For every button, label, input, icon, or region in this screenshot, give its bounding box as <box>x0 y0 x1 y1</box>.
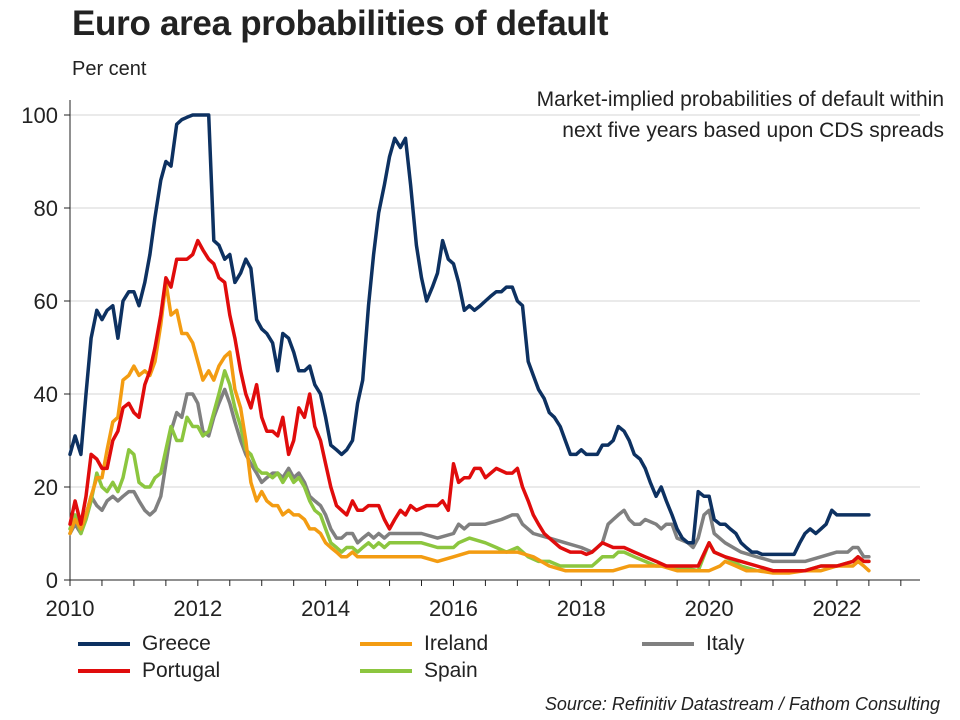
chart-title: Euro area probabilities of default <box>72 4 609 43</box>
y-tick-label-80: 80 <box>34 196 58 221</box>
legend-label-ireland: Ireland <box>424 632 489 655</box>
legend: Greece Ireland Italy Portugal Spain <box>0 632 960 692</box>
legend-label-spain: Spain <box>424 659 478 682</box>
legend-swatch-italy <box>642 642 694 646</box>
x-tick-label-2022: 2022 <box>812 596 861 621</box>
legend-item-greece: Greece <box>78 632 211 656</box>
x-tick-label-2018: 2018 <box>557 596 606 621</box>
legend-swatch-greece <box>78 642 130 646</box>
source-note: Source: Refinitiv Datastream / Fathom Co… <box>544 694 940 714</box>
chart-annotation: Market-implied probabilities of default … <box>536 88 944 142</box>
series-line-greece <box>68 113 871 557</box>
x-tick-label-2012: 2012 <box>173 596 222 621</box>
legend-swatch-ireland <box>360 642 412 646</box>
series-line-spain <box>68 369 871 573</box>
legend-item-italy: Italy <box>642 632 745 656</box>
y-tick-label-40: 40 <box>34 382 58 407</box>
series-line-ireland <box>68 280 871 575</box>
series-line-portugal <box>68 238 871 573</box>
legend-swatch-portugal <box>78 669 130 673</box>
legend-item-spain: Spain <box>360 659 478 683</box>
legend-item-ireland: Ireland <box>360 632 488 656</box>
y-tick-label-60: 60 <box>34 289 58 314</box>
legend-label-italy: Italy <box>706 632 745 655</box>
line-chart: 0 20 40 60 80 100 2010 2012 2014 2016 2018 2020 2022 <box>21 100 920 621</box>
unit-label: Per cent <box>72 58 147 80</box>
legend-swatch-spain <box>360 669 412 673</box>
x-tick-label-2020: 2020 <box>685 596 734 621</box>
legend-item-portugal: Portugal <box>78 659 220 683</box>
legend-label-portugal: Portugal <box>142 659 221 682</box>
legend-label-greece: Greece <box>142 632 211 655</box>
y-tick-label-100: 100 <box>21 103 58 128</box>
x-tick-label-2010: 2010 <box>46 596 95 621</box>
y-tick-label-20: 20 <box>34 475 58 500</box>
x-tick-label-2014: 2014 <box>301 596 350 621</box>
y-tick-label-0: 0 <box>46 568 58 593</box>
x-tick-label-2016: 2016 <box>429 596 478 621</box>
